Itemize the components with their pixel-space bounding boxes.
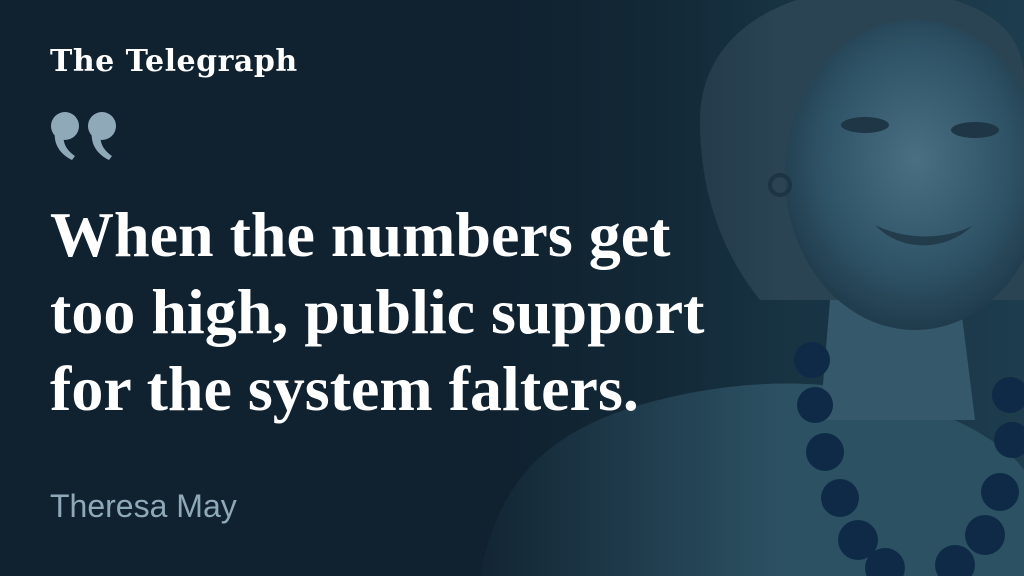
quote-line: for the system falters. <box>50 353 639 424</box>
telegraph-logo: The Telegraph <box>50 44 298 79</box>
quote-line: When the numbers get <box>50 199 671 270</box>
quote-mark-icon <box>51 112 116 160</box>
quote-attribution: Theresa May <box>50 488 237 524</box>
quote-text: When the numbers get too high, public su… <box>50 196 810 427</box>
quote-line: too high, public support <box>50 276 705 347</box>
